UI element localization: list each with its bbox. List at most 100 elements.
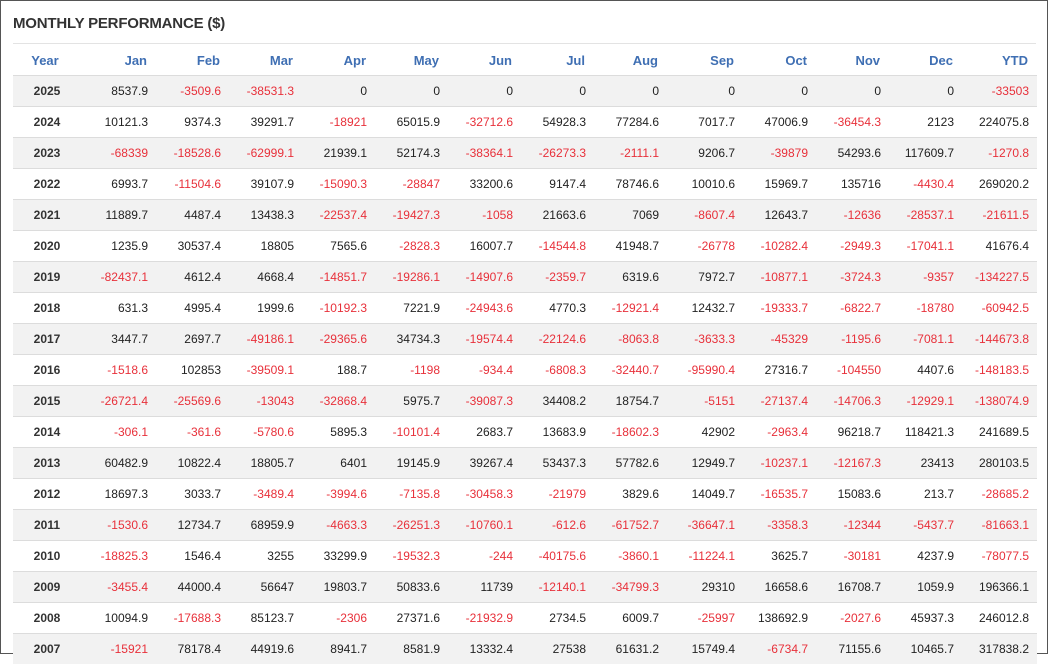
value-cell-aug: -2111.1 <box>594 138 667 169</box>
value-cell-jul: -14544.8 <box>521 231 594 262</box>
value-cell-apr: -10192.3 <box>302 293 375 324</box>
value-cell-jul: -6808.3 <box>521 355 594 386</box>
value-cell-aug: 57782.6 <box>594 448 667 479</box>
value-cell-jun: -244 <box>448 541 521 572</box>
value-cell-mar: 1999.6 <box>229 293 302 324</box>
value-cell-aug: -12921.4 <box>594 293 667 324</box>
value-cell-sep: -25997 <box>667 603 743 634</box>
value-cell-oct: 16658.6 <box>743 572 816 603</box>
value-cell-feb: 4995.4 <box>156 293 229 324</box>
value-cell-mar: 39291.7 <box>229 107 302 138</box>
value-cell-sep: -95990.4 <box>667 355 743 386</box>
value-cell-feb: 10822.4 <box>156 448 229 479</box>
value-cell-oct: 138692.9 <box>743 603 816 634</box>
value-cell-jul: -612.6 <box>521 510 594 541</box>
value-cell-dec: 4407.6 <box>889 355 962 386</box>
value-cell-oct: -10237.1 <box>743 448 816 479</box>
value-cell-nov: -36454.3 <box>816 107 889 138</box>
value-cell-mar: 3255 <box>229 541 302 572</box>
value-cell-may: 27371.6 <box>375 603 448 634</box>
value-cell-jun: 2683.7 <box>448 417 521 448</box>
value-cell-jul: -2359.7 <box>521 262 594 293</box>
value-cell-jul: -22124.6 <box>521 324 594 355</box>
value-cell-sep: -8607.4 <box>667 200 743 231</box>
value-cell-may: -19286.1 <box>375 262 448 293</box>
value-cell-nov: -3724.3 <box>816 262 889 293</box>
value-cell-apr: 0 <box>302 76 375 107</box>
value-cell-apr: -2306 <box>302 603 375 634</box>
value-cell-feb: 1546.4 <box>156 541 229 572</box>
value-cell-jan: 631.3 <box>77 293 156 324</box>
value-cell-oct: -3358.3 <box>743 510 816 541</box>
value-cell-dec: 117609.7 <box>889 138 962 169</box>
value-cell-feb: -18528.6 <box>156 138 229 169</box>
year-cell: 2025 <box>13 76 77 107</box>
value-cell-aug: -61752.7 <box>594 510 667 541</box>
value-cell-jul: 13683.9 <box>521 417 594 448</box>
value-cell-aug: 78746.6 <box>594 169 667 200</box>
value-cell-apr: -15090.3 <box>302 169 375 200</box>
value-cell-apr: -32868.4 <box>302 386 375 417</box>
column-header-ytd: YTD <box>962 45 1037 76</box>
value-cell-nov: 96218.7 <box>816 417 889 448</box>
value-cell-apr: 6401 <box>302 448 375 479</box>
value-cell-jun: -39087.3 <box>448 386 521 417</box>
value-cell-may: -19427.3 <box>375 200 448 231</box>
value-cell-sep: 14049.7 <box>667 479 743 510</box>
value-cell-jul: 21663.6 <box>521 200 594 231</box>
value-cell-mar: 68959.9 <box>229 510 302 541</box>
value-cell-jan: 11889.7 <box>77 200 156 231</box>
value-cell-oct: -6734.7 <box>743 634 816 664</box>
value-cell-jul: 4770.3 <box>521 293 594 324</box>
value-cell-aug: 3829.6 <box>594 479 667 510</box>
value-cell-jul: 2734.5 <box>521 603 594 634</box>
value-cell-dec: -18780 <box>889 293 962 324</box>
value-cell-aug: 6009.7 <box>594 603 667 634</box>
value-cell-dec: 45937.3 <box>889 603 962 634</box>
value-cell-mar: 18805.7 <box>229 448 302 479</box>
value-cell-jul: -26273.3 <box>521 138 594 169</box>
value-cell-may: -26251.3 <box>375 510 448 541</box>
value-cell-feb: -25569.6 <box>156 386 229 417</box>
value-cell-may: 34734.3 <box>375 324 448 355</box>
value-cell-jun: -934.4 <box>448 355 521 386</box>
year-cell: 2009 <box>13 572 77 603</box>
value-cell-jul: 27538 <box>521 634 594 664</box>
value-cell-dec: -7081.1 <box>889 324 962 355</box>
value-cell-nov: -30181 <box>816 541 889 572</box>
value-cell-oct: 12643.7 <box>743 200 816 231</box>
value-cell-ytd: 317838.2 <box>962 634 1037 664</box>
value-cell-jun: 0 <box>448 76 521 107</box>
value-cell-nov: -12167.3 <box>816 448 889 479</box>
value-cell-feb: -361.6 <box>156 417 229 448</box>
value-cell-mar: -13043 <box>229 386 302 417</box>
value-cell-feb: -17688.3 <box>156 603 229 634</box>
value-cell-jan: 6993.7 <box>77 169 156 200</box>
value-cell-jul: 9147.4 <box>521 169 594 200</box>
value-cell-jun: -30458.3 <box>448 479 521 510</box>
value-cell-apr: 21939.1 <box>302 138 375 169</box>
value-cell-aug: 41948.7 <box>594 231 667 262</box>
value-cell-feb: -3509.6 <box>156 76 229 107</box>
value-cell-may: 52174.3 <box>375 138 448 169</box>
value-cell-nov: -12636 <box>816 200 889 231</box>
value-cell-ytd: -60942.5 <box>962 293 1037 324</box>
value-cell-jul: 54928.3 <box>521 107 594 138</box>
value-cell-aug: -3860.1 <box>594 541 667 572</box>
value-cell-oct: 27316.7 <box>743 355 816 386</box>
value-cell-jan: 10121.3 <box>77 107 156 138</box>
column-header-jan: Jan <box>77 45 156 76</box>
value-cell-sep: 42902 <box>667 417 743 448</box>
value-cell-apr: -4663.3 <box>302 510 375 541</box>
value-cell-aug: -34799.3 <box>594 572 667 603</box>
value-cell-sep: -36647.1 <box>667 510 743 541</box>
value-cell-sep: 0 <box>667 76 743 107</box>
value-cell-dec: 213.7 <box>889 479 962 510</box>
value-cell-jul: 34408.2 <box>521 386 594 417</box>
value-cell-nov: 71155.6 <box>816 634 889 664</box>
